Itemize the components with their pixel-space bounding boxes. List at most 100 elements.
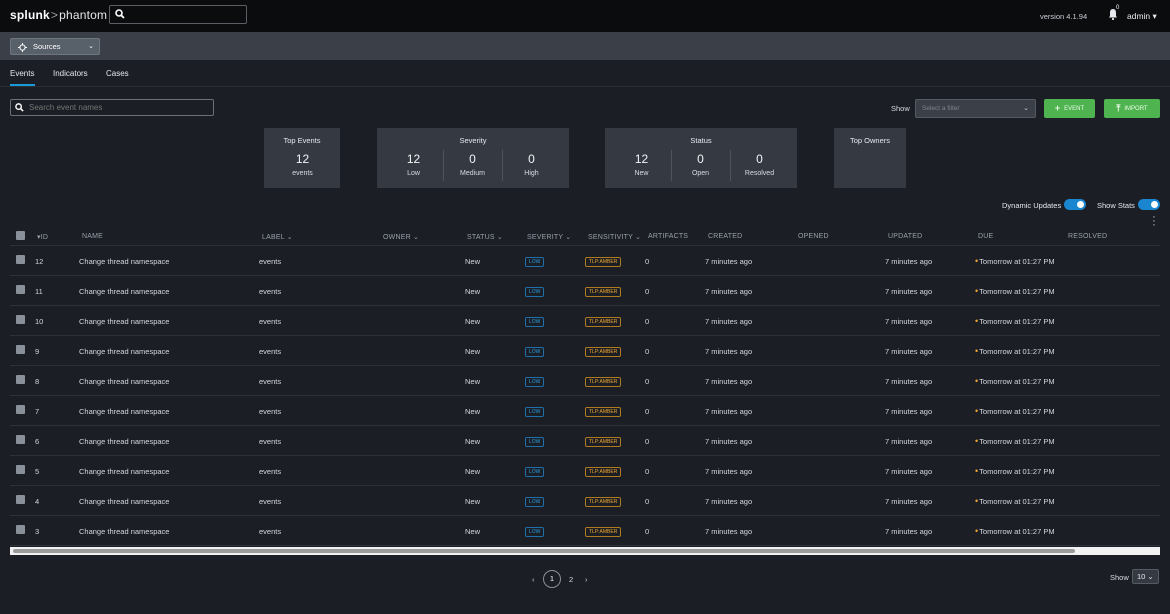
row-artifacts: 0: [645, 467, 650, 476]
import-button[interactable]: ⤒ IMPORT: [1104, 99, 1160, 118]
severity-low[interactable]: 12 Low: [406, 152, 421, 177]
row-created: 7 minutes ago: [705, 377, 753, 386]
row-due: •Tomorrow at 01:27 PM: [975, 436, 1055, 446]
row-name-link[interactable]: Change thread namespace: [79, 257, 170, 266]
row-status: New: [465, 407, 481, 416]
row-status: New: [465, 317, 481, 326]
row-divider: [10, 425, 1160, 426]
col-owner[interactable]: OWNER ⌄: [383, 234, 420, 241]
row-name-link[interactable]: Change thread namespace: [79, 407, 170, 416]
col-label[interactable]: LABEL ⌄: [262, 234, 293, 241]
col-id[interactable]: ▾ID: [37, 234, 49, 241]
event-search-input[interactable]: [10, 99, 214, 116]
plus-icon: +: [1054, 103, 1061, 113]
row-name-link[interactable]: Change thread namespace: [79, 467, 170, 476]
row-id: 8: [35, 377, 40, 386]
severity-high[interactable]: 0 High: [524, 152, 539, 177]
row-checkbox[interactable]: [16, 465, 25, 474]
col-due[interactable]: DUE: [978, 233, 994, 240]
notifications-bell-icon[interactable]: [1108, 8, 1118, 22]
row-checkbox[interactable]: [16, 525, 25, 534]
severity-badge: LOW: [525, 257, 545, 267]
scrollbar-thumb[interactable]: [13, 549, 1075, 553]
sensitivity-badge: TLP:AMBER: [585, 407, 622, 417]
next-page-button[interactable]: ›: [585, 575, 588, 584]
row-updated: 7 minutes ago: [885, 527, 933, 536]
status-resolved[interactable]: 0 Resolved: [744, 152, 775, 177]
row-id: 12: [35, 257, 44, 266]
filter-select[interactable]: Select a filter ⌄: [915, 99, 1036, 118]
sources-dropdown[interactable]: Sources ⌄: [10, 38, 100, 55]
due-dot-icon: •: [975, 406, 979, 416]
crosshair-icon: [18, 42, 27, 57]
tab-indicators[interactable]: Indicators: [53, 69, 88, 78]
col-sensitivity[interactable]: SENSITIVITY ⌄: [588, 234, 642, 241]
status-new[interactable]: 12 New: [634, 152, 649, 177]
col-severity[interactable]: SEVERITY ⌄: [527, 234, 572, 241]
row-checkbox[interactable]: [16, 255, 25, 264]
row-name-link[interactable]: Change thread namespace: [79, 317, 170, 326]
global-search-input[interactable]: [109, 5, 247, 24]
row-checkbox[interactable]: [16, 315, 25, 324]
row-updated: 7 minutes ago: [885, 317, 933, 326]
row-name-link[interactable]: Change thread namespace: [79, 527, 170, 536]
row-checkbox[interactable]: [16, 285, 25, 294]
page-2-button[interactable]: 2: [569, 575, 574, 584]
row-label: events: [259, 527, 282, 536]
page-size-select[interactable]: 10 ⌄: [1132, 569, 1159, 584]
row-checkbox[interactable]: [16, 345, 25, 354]
row-name-link[interactable]: Change thread namespace: [79, 347, 170, 356]
col-resolved[interactable]: RESOLVED: [1068, 233, 1108, 240]
tab-cases[interactable]: Cases: [106, 69, 129, 78]
col-created[interactable]: CREATED: [708, 233, 743, 240]
row-checkbox[interactable]: [16, 375, 25, 384]
add-event-button[interactable]: + EVENT: [1044, 99, 1095, 118]
row-created: 7 minutes ago: [705, 347, 753, 356]
status-open[interactable]: 0 Open: [691, 152, 710, 177]
row-checkbox[interactable]: [16, 405, 25, 414]
due-dot-icon: •: [975, 466, 979, 476]
row-name-link[interactable]: Change thread namespace: [79, 437, 170, 446]
row-divider: [10, 485, 1160, 486]
splunk-phantom-logo[interactable]: splunk>phantom: [10, 8, 108, 22]
col-opened[interactable]: OPENED: [798, 233, 829, 240]
row-artifacts: 0: [645, 407, 650, 416]
col-name[interactable]: NAME: [82, 233, 104, 240]
stat-status: Status 12 New 0 Open 0 Resolved: [605, 128, 797, 188]
row-created: 7 minutes ago: [705, 497, 753, 506]
prev-page-button[interactable]: ‹: [532, 575, 535, 584]
row-label: events: [259, 317, 282, 326]
row-id: 5: [35, 467, 40, 476]
sensitivity-badge: TLP:AMBER: [585, 317, 622, 327]
col-status[interactable]: STATUS ⌄: [467, 234, 503, 241]
tab-events[interactable]: Events: [10, 69, 35, 78]
more-options-icon[interactable]: · · ·: [1152, 211, 1156, 231]
row-id: 6: [35, 437, 40, 446]
row-divider: [10, 365, 1160, 366]
row-created: 7 minutes ago: [705, 287, 753, 296]
row-checkbox[interactable]: [16, 495, 25, 504]
user-menu[interactable]: admin ▾: [1127, 11, 1157, 21]
row-status: New: [465, 347, 481, 356]
dynamic-updates-toggle[interactable]: [1064, 199, 1086, 210]
show-stats-toggle[interactable]: [1138, 199, 1160, 210]
row-name-link[interactable]: Change thread namespace: [79, 497, 170, 506]
page-1-button[interactable]: 1: [543, 570, 561, 588]
col-updated[interactable]: UPDATED: [888, 233, 923, 240]
severity-medium[interactable]: 0 Medium: [460, 152, 485, 177]
row-updated: 7 minutes ago: [885, 467, 933, 476]
filter-placeholder: Select a filter: [922, 105, 960, 112]
row-checkbox[interactable]: [16, 435, 25, 444]
select-all-checkbox[interactable]: [16, 231, 25, 240]
due-dot-icon: •: [975, 496, 979, 506]
row-created: 7 minutes ago: [705, 467, 753, 476]
horizontal-scrollbar[interactable]: [10, 547, 1160, 555]
row-status: New: [465, 377, 481, 386]
row-label: events: [259, 287, 282, 296]
col-artifacts[interactable]: ARTIFACTS: [648, 233, 689, 240]
row-id: 4: [35, 497, 40, 506]
row-due: •Tomorrow at 01:27 PM: [975, 466, 1055, 476]
row-name-link[interactable]: Change thread namespace: [79, 377, 170, 386]
row-id: 9: [35, 347, 40, 356]
row-name-link[interactable]: Change thread namespace: [79, 287, 170, 296]
